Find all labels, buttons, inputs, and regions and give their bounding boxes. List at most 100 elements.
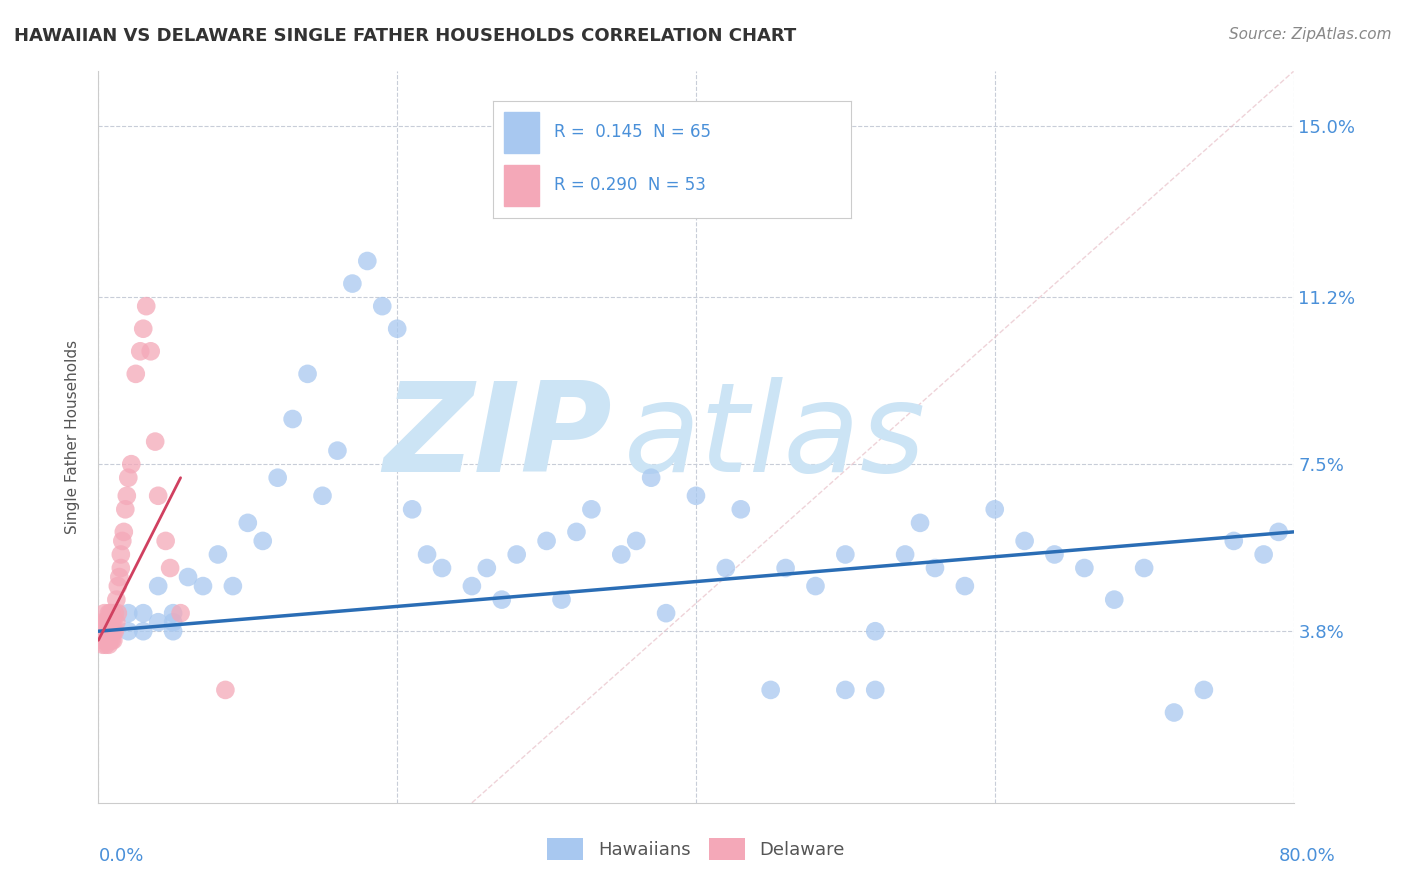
- Point: [98, 624, 122, 639]
- Point: [191, 579, 214, 593]
- Point: [110, 548, 132, 562]
- Point: [162, 606, 184, 620]
- Point: [98, 606, 122, 620]
- Point: [550, 592, 572, 607]
- Point: [91, 638, 114, 652]
- Point: [90, 624, 112, 639]
- Point: [139, 344, 162, 359]
- Point: [685, 489, 707, 503]
- Point: [759, 682, 782, 697]
- Point: [655, 606, 678, 620]
- Point: [105, 615, 128, 630]
- Point: [984, 502, 1007, 516]
- Legend: Hawaiians, Delaware: Hawaiians, Delaware: [540, 830, 852, 867]
- Point: [342, 277, 364, 291]
- Point: [108, 570, 131, 584]
- Point: [1253, 548, 1275, 562]
- Point: [506, 548, 529, 562]
- Point: [94, 615, 117, 630]
- Point: [96, 615, 118, 630]
- Point: [155, 533, 177, 548]
- Point: [98, 615, 122, 630]
- Point: [117, 606, 139, 620]
- Point: [97, 624, 120, 639]
- Point: [97, 606, 120, 620]
- Point: [103, 624, 125, 639]
- Point: [148, 579, 170, 593]
- Point: [132, 606, 155, 620]
- Point: [865, 682, 887, 697]
- Point: [148, 489, 170, 503]
- Point: [107, 606, 129, 620]
- Point: [475, 561, 498, 575]
- Point: [112, 524, 135, 539]
- Point: [125, 367, 148, 381]
- Point: [401, 502, 423, 516]
- Point: [924, 561, 946, 575]
- Point: [101, 615, 124, 630]
- Point: [105, 592, 128, 607]
- Point: [169, 606, 191, 620]
- Point: [114, 502, 136, 516]
- Point: [94, 624, 117, 639]
- Point: [132, 322, 155, 336]
- Point: [104, 606, 127, 620]
- Point: [565, 524, 588, 539]
- Point: [1133, 561, 1156, 575]
- Point: [1073, 561, 1095, 575]
- Point: [311, 489, 333, 503]
- Point: [267, 471, 290, 485]
- Point: [1267, 524, 1289, 539]
- Point: [96, 624, 118, 639]
- Text: ZIP: ZIP: [384, 376, 613, 498]
- Point: [1192, 682, 1215, 697]
- Point: [91, 633, 114, 648]
- Point: [491, 592, 513, 607]
- Point: [1043, 548, 1066, 562]
- Point: [430, 561, 453, 575]
- Point: [93, 606, 115, 620]
- Point: [93, 633, 115, 648]
- Text: Source: ZipAtlas.com: Source: ZipAtlas.com: [1229, 27, 1392, 42]
- Point: [536, 533, 558, 548]
- Point: [103, 633, 125, 648]
- Point: [581, 502, 603, 516]
- Point: [103, 615, 125, 630]
- Point: [120, 457, 142, 471]
- Point: [117, 624, 139, 639]
- Point: [865, 624, 887, 639]
- Point: [236, 516, 259, 530]
- Text: 0.0%: 0.0%: [98, 847, 143, 865]
- Point: [104, 624, 127, 639]
- Point: [143, 434, 166, 449]
- Point: [326, 443, 349, 458]
- Point: [775, 561, 797, 575]
- Point: [1104, 592, 1126, 607]
- Text: 80.0%: 80.0%: [1279, 847, 1336, 865]
- Point: [1163, 706, 1185, 720]
- Point: [148, 615, 170, 630]
- Point: [626, 533, 648, 548]
- Point: [135, 299, 157, 313]
- Point: [640, 471, 662, 485]
- Point: [416, 548, 439, 562]
- Point: [214, 682, 236, 697]
- Point: [91, 615, 114, 630]
- Point: [96, 633, 118, 648]
- Point: [1223, 533, 1246, 548]
- Point: [1014, 533, 1036, 548]
- Point: [834, 548, 856, 562]
- Point: [356, 254, 378, 268]
- Point: [117, 471, 139, 485]
- Point: [115, 489, 138, 503]
- Text: atlas: atlas: [624, 376, 927, 498]
- Point: [101, 624, 124, 639]
- Point: [281, 412, 304, 426]
- Point: [110, 561, 132, 575]
- Point: [371, 299, 394, 313]
- Point: [162, 624, 184, 639]
- Point: [97, 638, 120, 652]
- Point: [297, 367, 319, 381]
- Point: [93, 624, 115, 639]
- Point: [111, 533, 134, 548]
